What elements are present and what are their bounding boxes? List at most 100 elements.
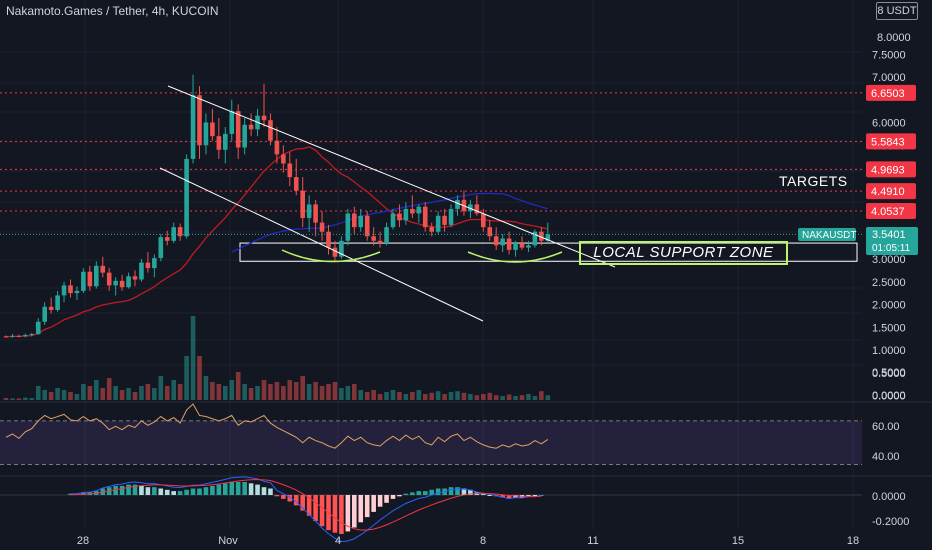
- candle-body: [468, 204, 473, 212]
- volume-bar: [481, 394, 486, 400]
- candle-body: [416, 206, 422, 214]
- volume-bar: [403, 394, 409, 400]
- volume-bar: [287, 380, 293, 400]
- candle-body: [422, 206, 428, 228]
- price-level-tag-label: 5.5843: [871, 136, 905, 148]
- volume-bar: [35, 386, 41, 400]
- volume-bar: [326, 384, 331, 400]
- volume-bar: [306, 384, 312, 400]
- volume-bar: [152, 388, 157, 400]
- macd-histogram-bar: [410, 492, 415, 495]
- volume-bar: [416, 390, 422, 400]
- volume-bar: [216, 384, 222, 400]
- volume-bar: [377, 394, 383, 400]
- macd-signal-line: [70, 479, 542, 531]
- volume-bar: [74, 394, 80, 400]
- candle-body: [397, 213, 402, 221]
- candle-body: [410, 208, 415, 214]
- candle-body: [539, 231, 544, 241]
- volume-bar: [190, 316, 196, 400]
- macd-histogram-bar: [390, 495, 396, 499]
- candle-body: [74, 290, 80, 294]
- volume-bar: [184, 356, 189, 400]
- candle-body: [377, 240, 383, 244]
- volume-bar: [119, 390, 125, 400]
- macd-histogram-bar: [216, 484, 222, 495]
- rsi-line: [5, 403, 549, 449]
- macd-histogram-bar: [177, 491, 183, 495]
- price-axis-tick: 7.0000: [872, 72, 906, 84]
- macd-histogram-bar: [255, 484, 260, 495]
- volume-bar: [16, 398, 22, 400]
- candle-body: [197, 95, 202, 146]
- macd-histogram-bar: [364, 495, 370, 518]
- candle-body: [364, 215, 370, 237]
- last-price-label: 3.5401: [872, 229, 906, 241]
- candle-body: [287, 163, 293, 178]
- time-axis-tick: 11: [587, 535, 598, 547]
- candle-body: [61, 285, 67, 296]
- volume-bar: [339, 388, 344, 400]
- symbol-tag: [798, 228, 856, 241]
- candle-body: [313, 204, 318, 223]
- rsi-pane: [0, 403, 862, 466]
- candle-body: [339, 240, 344, 257]
- candle-body: [306, 204, 312, 219]
- macd-line: [70, 476, 542, 543]
- time-axis-tick: 28: [77, 535, 89, 547]
- macd-histogram-bar: [332, 495, 338, 533]
- volume-bar: [448, 392, 454, 400]
- volume-bar: [158, 376, 164, 400]
- price-axis-tick: 7.5000: [872, 49, 906, 61]
- rsi-band: [0, 420, 862, 465]
- volume-bar: [293, 382, 299, 400]
- candle-body: [100, 265, 106, 273]
- volume-axis-tick: 0.0000: [872, 390, 906, 402]
- macd-histogram-bar: [190, 488, 196, 495]
- candle-body: [229, 111, 235, 134]
- currency-selector[interactable]: 8 USDT: [876, 2, 918, 20]
- macd-histogram-bar: [235, 482, 241, 495]
- macd-histogram-bar: [158, 488, 164, 495]
- ma-blue-line: [231, 192, 548, 253]
- volume-bar: [164, 386, 170, 400]
- price-level-tag-label: 4.9693: [871, 164, 905, 176]
- price-level-tag-label: 4.4910: [871, 186, 905, 198]
- volume-bar: [23, 397, 28, 400]
- volume-bar: [139, 386, 144, 400]
- volume-bar: [94, 380, 99, 400]
- volume-bar: [281, 386, 286, 400]
- price-level-tag: [866, 161, 916, 178]
- countdown-label: 01:05:11: [872, 243, 911, 254]
- price-level-tag: [866, 133, 916, 150]
- candle-body: [139, 262, 144, 280]
- candle-body: [119, 280, 125, 288]
- macd-histogram-bar: [532, 495, 538, 497]
- volume-bar: [242, 384, 247, 400]
- candle-body: [68, 285, 73, 294]
- candle-body: [281, 154, 286, 164]
- volume-bar: [197, 356, 202, 400]
- support-zone-label: LOCAL SUPPORT ZONE: [579, 241, 788, 265]
- candle-body: [126, 276, 131, 288]
- time-axis-tick: 15: [732, 535, 744, 547]
- candle-body: [332, 247, 338, 257]
- candle-body: [248, 124, 254, 130]
- candle-body: [113, 280, 118, 286]
- candle-body: [152, 258, 157, 269]
- volume-bar: [210, 382, 215, 400]
- candle-body: [81, 271, 86, 291]
- macd-histogram-bar: [422, 491, 428, 495]
- rsi-axis-tick: 60.00: [872, 421, 900, 433]
- macd-histogram-bar: [539, 495, 544, 496]
- macd-histogram-bar: [229, 482, 235, 495]
- macd-histogram-bar: [300, 495, 305, 511]
- macd-histogram-bar: [429, 489, 434, 495]
- volume-bar: [235, 372, 241, 400]
- macd-histogram-bar: [113, 485, 118, 495]
- volume-bar: [364, 392, 370, 400]
- macd-histogram-bar: [487, 495, 493, 496]
- macd-histogram-bar: [152, 487, 157, 495]
